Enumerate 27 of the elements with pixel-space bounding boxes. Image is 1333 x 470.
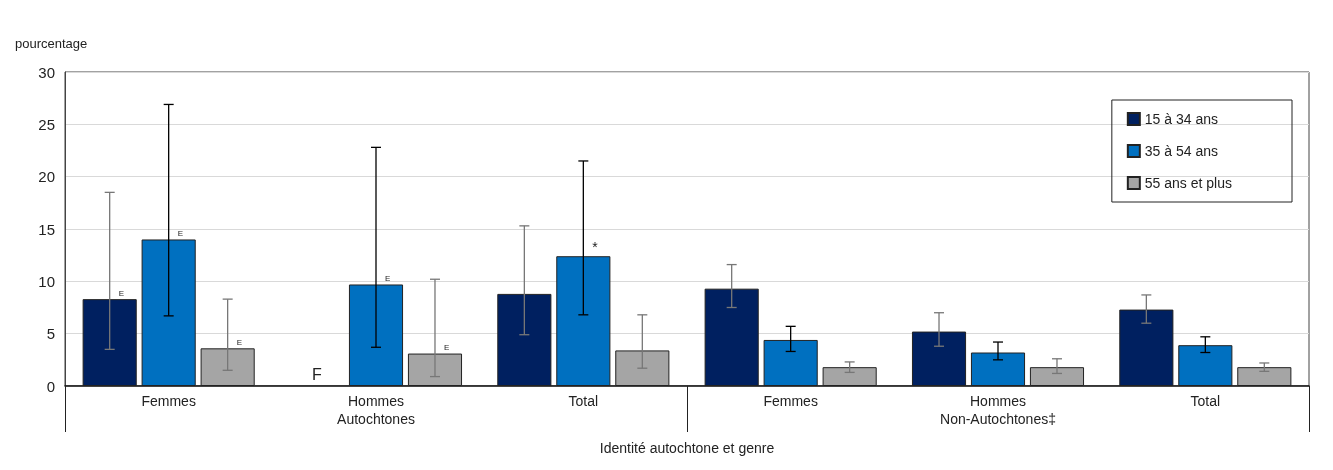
data-label: E — [118, 288, 125, 298]
y-tick-label: 10 — [38, 272, 55, 290]
y-tick-label: 0 — [46, 377, 55, 395]
data-label: E — [385, 273, 391, 283]
data-label: * — [592, 239, 599, 256]
text: Autochtones — [337, 411, 415, 427]
legend-label: 35 à 54 ans — [1144, 143, 1218, 159]
data-label: E — [443, 343, 450, 353]
x-tick-label: Total — [1190, 393, 1221, 409]
text: Non-Autochtones‡ — [940, 411, 1056, 427]
y-axis-title: pourcentage — [15, 36, 88, 51]
x-tick-label: Total — [568, 393, 599, 409]
legend-label: 55 ans et plus — [1144, 175, 1232, 191]
x-tick-label: Femmes — [141, 393, 196, 409]
y-tick-label: 5 — [46, 325, 55, 343]
data-label: E — [177, 228, 184, 238]
x-tick-label: Hommes — [969, 393, 1027, 409]
y-tick-label: 30 — [38, 63, 55, 81]
text: F — [312, 365, 322, 383]
x-tick-label: Femmes — [763, 393, 818, 409]
data-label: E — [236, 337, 242, 347]
x-axis-title: Identité autochtone et genre — [599, 440, 775, 456]
y-tick-label: 15 — [38, 220, 55, 238]
legend-label: 15 à 34 ans — [1144, 111, 1218, 127]
y-tick-label: 20 — [38, 168, 55, 186]
y-tick-label: 25 — [38, 115, 55, 133]
x-tick-label: Hommes — [347, 393, 405, 409]
